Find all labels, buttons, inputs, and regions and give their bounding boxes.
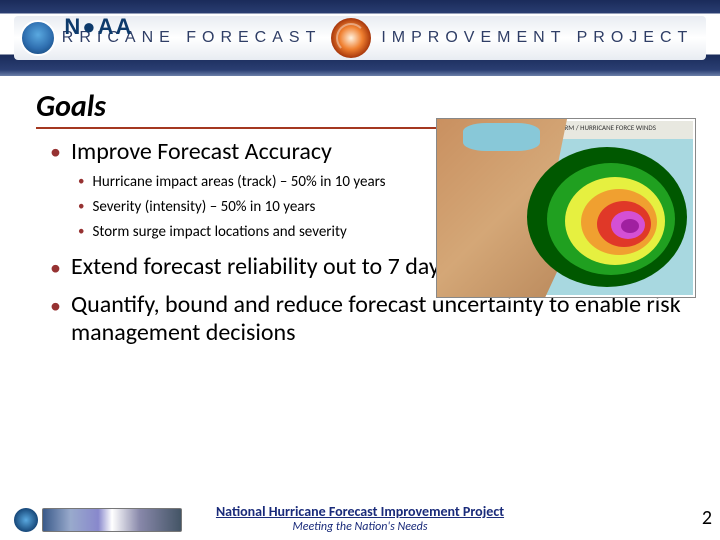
goal-3: • Quantify, bound and reduce forecast un… xyxy=(50,291,684,346)
footer-noaa-icon xyxy=(14,508,38,532)
hurricane-icon xyxy=(331,18,371,58)
banner-title-right: IMPROVEMENT PROJECT xyxy=(381,29,693,47)
sub-item: • Hurricane impact areas (track) – 50% i… xyxy=(78,173,388,192)
page-number: 2 xyxy=(702,506,712,530)
goal-3-text: Quantify, bound and reduce forecast unce… xyxy=(71,291,684,346)
bullet-dot-icon: • xyxy=(78,223,84,241)
banner-inner: N●AA HURRICANE FORECAST IMPROVEMENT PROJ… xyxy=(14,16,705,60)
sub-text: Storm surge impact locations and severit… xyxy=(92,223,346,242)
bullet-dot-icon: • xyxy=(78,198,84,216)
sub-text: Hurricane impact areas (track) – 50% in … xyxy=(92,173,385,192)
bullet-dot-icon: • xyxy=(50,291,61,321)
content-area: Goals • Improve Forecast Accuracy • Hurr… xyxy=(0,76,720,346)
goal-1-text: Improve Forecast Accuracy xyxy=(71,137,332,166)
bullet-dot-icon: • xyxy=(78,173,84,191)
sub-text: Severity (intensity) – 50% in 10 years xyxy=(92,198,315,217)
bullet-dot-icon: • xyxy=(50,137,61,167)
bullet-dot-icon: • xyxy=(50,253,61,283)
probability-cone xyxy=(527,147,687,287)
org-text: N●AA xyxy=(64,14,133,40)
footer-image-strip xyxy=(42,508,182,532)
sub-item: • Storm surge impact locations and sever… xyxy=(78,223,388,242)
sub-item: • Severity (intensity) – 50% in 10 years xyxy=(78,198,388,217)
goal-1-sublist: • Hurricane impact areas (track) – 50% i… xyxy=(78,173,388,241)
header-banner: N●AA HURRICANE FORECAST IMPROVEMENT PROJ… xyxy=(0,0,720,76)
probability-map: PROBABILITY OF TROPICAL STORM / HURRICAN… xyxy=(436,118,696,298)
goal-2-text: Extend forecast reliability out to 7 day… xyxy=(71,253,449,281)
